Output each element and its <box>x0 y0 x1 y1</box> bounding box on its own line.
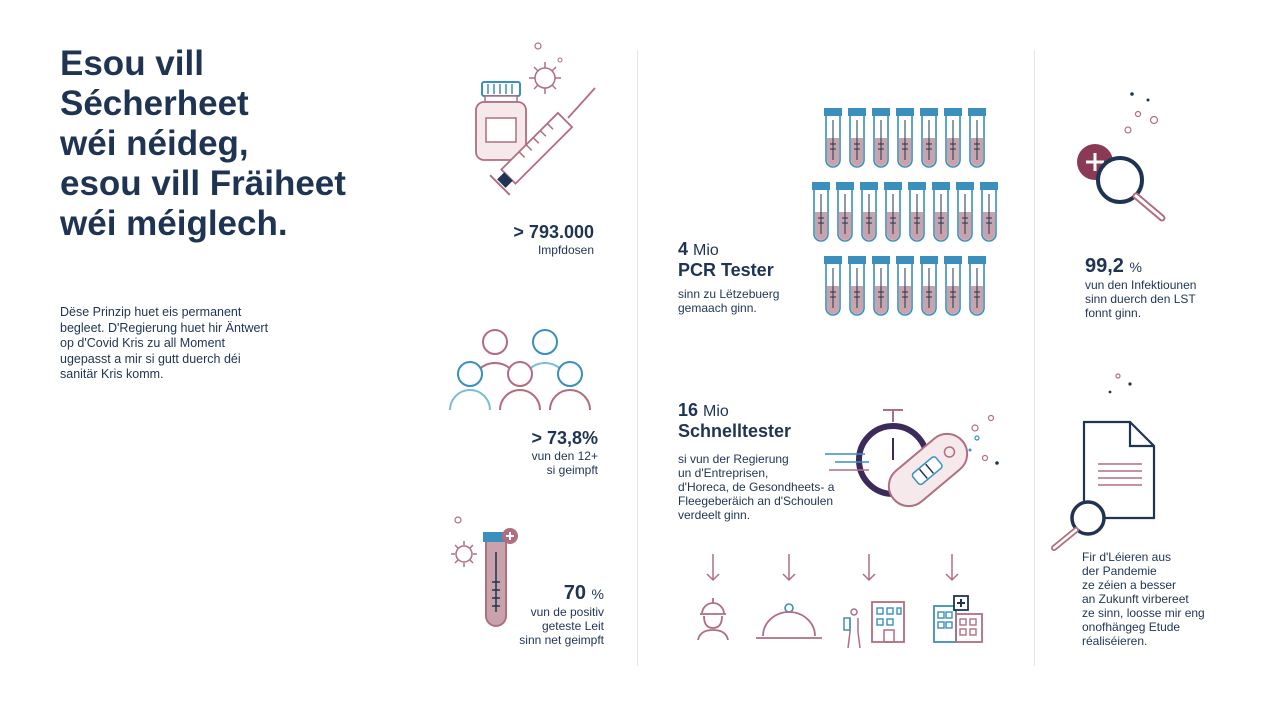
positive-label-line: geteste Leit <box>541 619 604 633</box>
restaurant-cloche-icon <box>756 603 822 639</box>
intro-line: Dëse Prinzip huet eis permanent <box>60 305 242 319</box>
lst-label-line: sinn duerch den LST <box>1085 292 1196 306</box>
vaccinated-stat: > 73,8% vun den 12+ si geimpft <box>470 428 598 477</box>
construction-worker-icon <box>697 598 729 641</box>
rapid-label-line: un d'Entreprisen, <box>678 466 769 480</box>
study-line: onofhängeg Etude <box>1082 620 1181 634</box>
rapid-stat: 16 Mio Schnelltester si vun der Regierun… <box>678 400 853 522</box>
study-line: an Zukunft virbereet <box>1082 592 1189 606</box>
positive-value: 70 <box>563 582 586 604</box>
vaccinated-label-line: si geimpft <box>546 463 598 477</box>
headline-line: wéi méiglech. <box>60 204 288 243</box>
headline-line: esou vill Fräiheet <box>60 164 346 203</box>
headline-line: Sécherheet <box>60 84 249 123</box>
vaccinated-label-line: vun den 12+ <box>531 449 598 463</box>
intro-line: sanitär Kris komm. <box>60 367 164 381</box>
intro-line: op d'Covid Kris zu all Moment <box>60 336 225 350</box>
lst-stat: 99,2 % vun den Infektiounen sinn duerch … <box>1085 255 1235 320</box>
pcr-label-line: sinn zu Lëtzebuerg <box>678 287 780 301</box>
pcr-value: 4 <box>678 239 689 259</box>
care-building-icon <box>843 601 905 649</box>
column-divider <box>1034 50 1035 666</box>
rapid-value: 16 <box>678 400 699 420</box>
rapid-label-line: d'Horeca, de Gesondheets- a <box>678 480 835 494</box>
pcr-label-line: gemaach ginn. <box>678 301 757 315</box>
study-line: ze sinn, loosse mir eng <box>1082 606 1205 620</box>
positive-unit: % <box>591 586 604 602</box>
pcr-unit: Mio <box>693 242 719 259</box>
rapid-unit: Mio <box>703 403 729 420</box>
intro-text: Dëse Prinzip huet eis permanent begleet.… <box>60 305 310 383</box>
headline: Esou vill Sécherheet wéi néideg, esou vi… <box>60 44 420 244</box>
magnifier-plus-icon <box>1077 92 1166 222</box>
vaccines-value: > 793.000 <box>513 222 594 242</box>
headline-line: Esou vill <box>60 44 204 83</box>
people-group-icon <box>449 329 591 411</box>
lst-label-line: fonnt ginn. <box>1085 306 1142 320</box>
vaccines-stat: > 793.000 Impfdosen <box>470 222 594 257</box>
lst-unit: % <box>1129 259 1142 275</box>
stopwatch-rapid-test-icon <box>825 409 999 508</box>
vaccine-vial-syringe-icon <box>475 42 596 196</box>
rapid-title: Schnelltester <box>678 421 792 441</box>
positive-label-line: vun de positiv <box>530 605 604 619</box>
rapid-label-line: si vun der Regierung <box>678 452 789 466</box>
column-divider <box>637 50 638 666</box>
positive-stat: 70 % vun de positiv geteste Leit sinn ne… <box>470 582 604 647</box>
pcr-stat: 4 Mio PCR Tester sinn zu Lëtzebuerg gema… <box>678 239 818 315</box>
positive-label-line: sinn net geimpft <box>519 633 604 647</box>
lst-value: 99,2 <box>1085 255 1124 277</box>
lst-label-line: vun den Infektiounen <box>1085 278 1197 292</box>
study-line: der Pandemie <box>1082 564 1157 578</box>
rapid-label-line: verdeelt ginn. <box>678 508 751 522</box>
pcr-title: PCR Tester <box>678 260 774 280</box>
study-line: Fir d'Léieren aus <box>1082 550 1172 564</box>
study-line: ze zéien a besser <box>1082 578 1177 592</box>
intro-line: begleet. D'Regierung huet hir Äntwert <box>60 320 269 335</box>
rapid-label-line: Fleegeberäich an d'Schoulen <box>678 494 834 508</box>
vaccines-label: Impfdosen <box>537 243 594 257</box>
test-tubes-rack-icon <box>811 107 999 316</box>
study-line: réaliséieren. <box>1082 634 1148 648</box>
recipients-icons <box>697 554 983 649</box>
study-text: Fir d'Léieren aus der Pandemie ze zéien … <box>1082 550 1232 648</box>
vaccinated-value: > 73,8% <box>531 428 598 448</box>
document-magnifier-icon <box>1051 373 1156 551</box>
intro-line: ugepasst a mir si gutt duerch déi <box>60 351 241 366</box>
headline-line: wéi néideg, <box>60 124 249 163</box>
test-tube-virus-icon <box>451 516 518 627</box>
hospital-school-icon <box>933 595 983 643</box>
